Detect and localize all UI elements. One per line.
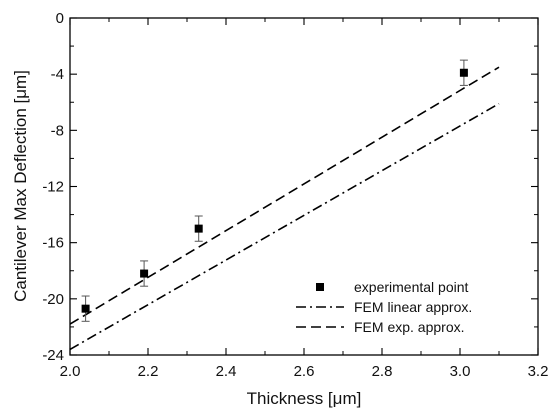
series-line-dashed	[70, 66, 500, 325]
y-tick-label: -12	[42, 179, 64, 196]
y-tick-label: -16	[42, 235, 64, 252]
ticks-group: 2.0 2.2 2.4 2.6 2.8 3.0 3.2 0 -4 -8 -12 -16 -20 -24	[42, 10, 548, 380]
x-tick-label: 3.2	[528, 363, 549, 380]
y-axis-title: Cantilever Max Deflection [μm]	[11, 70, 30, 302]
y-tick-label: -20	[42, 291, 64, 308]
x-tick-label: 2.2	[138, 363, 159, 380]
series-line-dash-dot	[70, 102, 500, 351]
x-tick-label: 2.8	[372, 363, 393, 380]
x-tick-label: 3.0	[450, 363, 471, 380]
legend: experimental point FEM linear approx. FEM …	[296, 279, 472, 335]
data-point	[81, 304, 90, 313]
legend-label: experimental point	[354, 279, 469, 295]
y-tick-label: -24	[42, 347, 64, 364]
legend-label: FEM linear approx.	[354, 299, 472, 315]
legend-marker-square	[316, 283, 324, 291]
x-tick-label: 2.6	[294, 363, 315, 380]
data-point	[194, 224, 203, 233]
points-group	[81, 59, 468, 322]
y-tick-label: 0	[56, 10, 64, 27]
legend-label: FEM exp. approx.	[354, 319, 465, 335]
data-point	[140, 269, 149, 278]
x-axis-title: Thickness [μm]	[247, 389, 362, 408]
x-tick-label: 2.0	[60, 363, 81, 380]
y-tick-label: -8	[51, 122, 64, 139]
y-tick-label: -4	[51, 66, 64, 83]
x-tick-label: 2.4	[216, 363, 237, 380]
series-lines-group	[70, 66, 500, 351]
data-point	[459, 68, 468, 77]
